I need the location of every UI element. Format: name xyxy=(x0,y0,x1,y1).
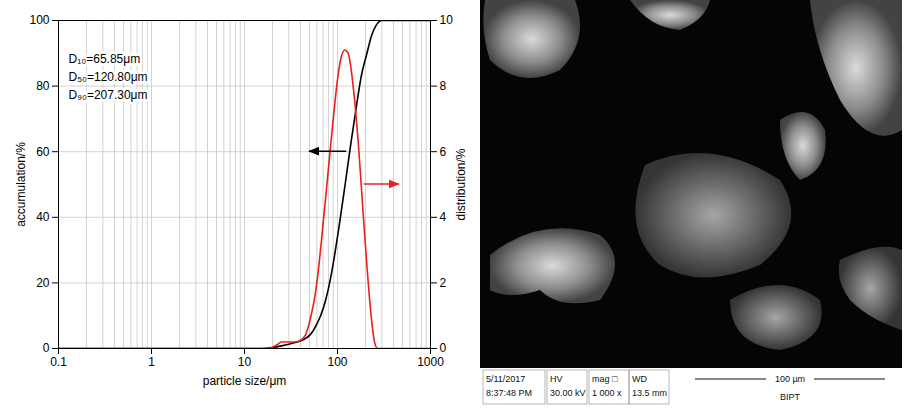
svg-text:BIPT: BIPT xyxy=(780,392,801,402)
svg-text:80: 80 xyxy=(36,79,50,93)
svg-text:6: 6 xyxy=(440,145,447,159)
svg-text:8: 8 xyxy=(440,79,447,93)
svg-text:0: 0 xyxy=(43,341,50,355)
svg-text:10: 10 xyxy=(440,13,454,27)
svg-text:accumulation/%: accumulation/% xyxy=(14,142,28,227)
svg-text:D₁₀=65.85μmD₅₀=120.80μmD₉₀=207: D₁₀=65.85μmD₅₀=120.80μmD₉₀=207.30μm xyxy=(69,52,148,102)
svg-text:20: 20 xyxy=(36,276,50,290)
svg-text:2: 2 xyxy=(440,276,447,290)
svg-text:4: 4 xyxy=(440,210,447,224)
svg-text:HV: HV xyxy=(550,374,563,384)
svg-text:5/11/2017: 5/11/2017 xyxy=(486,374,525,384)
svg-text:100 µm: 100 µm xyxy=(775,374,805,384)
svg-text:distribution/%: distribution/% xyxy=(454,148,468,220)
svg-text:WD: WD xyxy=(632,374,647,384)
svg-text:10: 10 xyxy=(238,355,252,369)
svg-text:30.00 kV: 30.00 kV xyxy=(550,388,586,398)
svg-text:0: 0 xyxy=(440,341,447,355)
svg-text:1 000 x: 1 000 x xyxy=(592,388,622,398)
svg-text:100: 100 xyxy=(327,355,347,369)
svg-text:40: 40 xyxy=(36,210,50,224)
svg-text:100: 100 xyxy=(29,13,49,27)
svg-text:8:37:48 PM: 8:37:48 PM xyxy=(486,388,532,398)
svg-text:1000: 1000 xyxy=(417,355,444,369)
svg-text:0.1: 0.1 xyxy=(50,355,67,369)
svg-text:60: 60 xyxy=(36,145,50,159)
svg-text:mag □: mag □ xyxy=(592,374,618,384)
svg-text:particle size/μm: particle size/μm xyxy=(203,374,287,388)
svg-text:13.5 mm: 13.5 mm xyxy=(632,388,667,398)
svg-text:1: 1 xyxy=(148,355,155,369)
